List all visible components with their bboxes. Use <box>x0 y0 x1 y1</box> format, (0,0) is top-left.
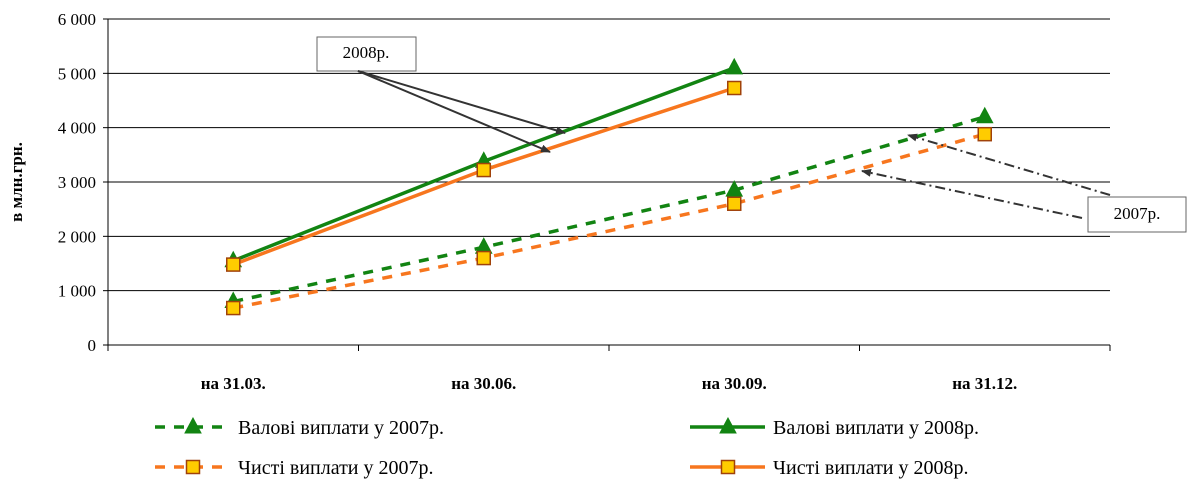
x-tick-label: на 30.06. <box>451 374 516 393</box>
data-point <box>725 180 744 197</box>
series-line <box>232 115 986 304</box>
legend-item: Чисті виплати у 2007р. <box>155 457 434 479</box>
legend-label: Валові виплати у 2007р. <box>238 417 444 439</box>
callout-arrow <box>907 133 1111 196</box>
legend-marker <box>184 416 202 434</box>
y-tick-label: 2 000 <box>58 227 96 246</box>
y-axis-title: в млн.грн. <box>7 142 26 222</box>
legend-label: Чисті виплати у 2007р. <box>238 457 434 479</box>
series <box>224 57 994 316</box>
data-point <box>725 57 744 75</box>
legend-label: Валові виплати у 2008р. <box>773 417 979 439</box>
y-tick-label: 1 000 <box>58 282 96 301</box>
axes: 0 1 000 2 000 3 000 4 000 5 000 6 000 на 31.03.… <box>7 10 1111 393</box>
series-group <box>226 126 992 316</box>
legend-marker <box>720 459 736 475</box>
series-group <box>224 106 994 309</box>
callout-arrow <box>357 70 566 135</box>
legend-label: Чисті виплати у 2008р. <box>773 457 969 479</box>
y-tick-label: 6 000 <box>58 10 96 29</box>
y-tick-label: 5 000 <box>58 64 96 83</box>
x-tick-label: на 31.12. <box>952 374 1017 393</box>
data-point <box>727 80 742 96</box>
callout-label-2008: 2008р. <box>343 43 390 62</box>
data-point <box>476 250 491 266</box>
y-tick-label: 3 000 <box>58 173 96 192</box>
data-point <box>476 162 491 178</box>
legend-item: Чисті виплати у 2008р. <box>690 457 969 479</box>
series-line <box>232 132 986 310</box>
x-tick-label: на 31.03. <box>201 374 266 393</box>
gridlines <box>108 18 1110 292</box>
legend-marker <box>185 459 201 475</box>
legend-item: Валові виплати у 2007р. <box>155 416 444 439</box>
data-point <box>977 126 992 142</box>
data-point <box>975 106 994 124</box>
data-point <box>226 300 241 316</box>
annotations: 2008р. 2007р. <box>316 36 1187 233</box>
x-tick-label: на 30.09. <box>702 374 767 393</box>
legend: Валові виплати у 2007р. Валові виплати у … <box>155 416 979 479</box>
y-tick-label: 4 000 <box>58 119 96 138</box>
legend-item: Валові виплати у 2008р. <box>690 416 979 439</box>
data-point <box>226 257 241 272</box>
callout-arrow <box>357 70 551 153</box>
callout-box-2007 <box>1087 196 1187 233</box>
y-tick-label: 0 <box>88 336 97 355</box>
data-point <box>727 196 742 211</box>
series-group <box>226 80 742 272</box>
callout-box-2008 <box>316 36 417 72</box>
callout-arrow <box>861 168 1083 219</box>
callout-label-2007: 2007р. <box>1114 204 1161 223</box>
legend-marker <box>719 416 737 434</box>
